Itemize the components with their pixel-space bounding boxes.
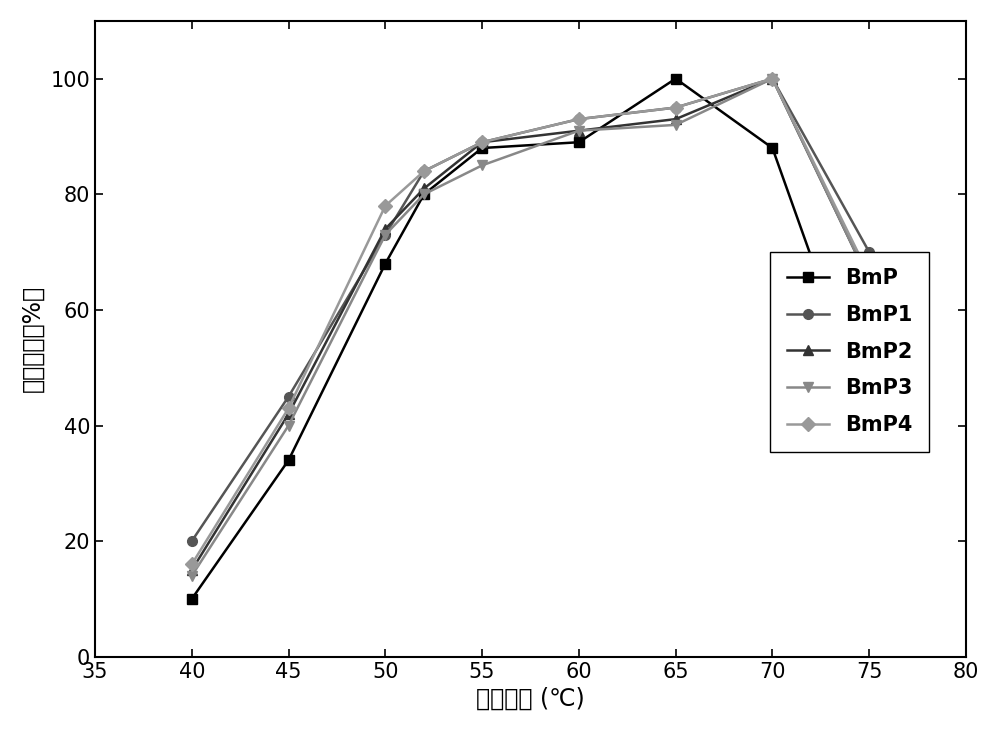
- BmP4: [418, 167, 430, 176]
- BmP4: [476, 138, 488, 146]
- BmP3: [863, 277, 875, 285]
- BmP: [418, 190, 430, 198]
- BmP1: [283, 392, 295, 401]
- Legend: BmP, BmP1, BmP2, BmP3, BmP4: BmP, BmP1, BmP2, BmP3, BmP4: [770, 252, 929, 452]
- Line: BmP4: BmP4: [187, 74, 874, 569]
- Line: BmP1: BmP1: [187, 74, 874, 546]
- BmP2: [379, 225, 391, 234]
- BmP: [476, 143, 488, 152]
- Y-axis label: 相对酶活（%）: 相对酶活（%）: [21, 285, 45, 392]
- BmP: [186, 594, 198, 603]
- BmP3: [670, 121, 682, 130]
- BmP1: [418, 167, 430, 176]
- BmP4: [670, 103, 682, 112]
- X-axis label: 反应温度 (℃): 反应温度 (℃): [476, 687, 585, 712]
- BmP: [379, 259, 391, 268]
- BmP3: [283, 421, 295, 430]
- BmP1: [670, 103, 682, 112]
- Line: BmP3: BmP3: [187, 74, 874, 580]
- BmP2: [418, 184, 430, 193]
- BmP1: [573, 115, 585, 124]
- BmP4: [766, 74, 778, 83]
- BmP2: [186, 566, 198, 575]
- BmP3: [476, 161, 488, 170]
- BmP4: [863, 271, 875, 280]
- BmP3: [418, 190, 430, 198]
- BmP2: [283, 409, 295, 418]
- BmP: [670, 74, 682, 83]
- BmP4: [379, 201, 391, 210]
- BmP1: [476, 138, 488, 146]
- BmP2: [670, 115, 682, 124]
- BmP1: [186, 537, 198, 545]
- BmP: [283, 456, 295, 465]
- BmP3: [766, 74, 778, 83]
- BmP4: [283, 404, 295, 413]
- BmP3: [573, 127, 585, 135]
- BmP4: [186, 560, 198, 569]
- BmP1: [766, 74, 778, 83]
- BmP2: [863, 277, 875, 285]
- Line: BmP2: BmP2: [187, 74, 874, 575]
- BmP1: [863, 247, 875, 256]
- BmP1: [379, 231, 391, 239]
- BmP3: [186, 572, 198, 580]
- BmP: [863, 415, 875, 424]
- BmP: [573, 138, 585, 146]
- BmP2: [766, 74, 778, 83]
- BmP3: [379, 231, 391, 239]
- BmP2: [476, 138, 488, 146]
- Line: BmP: BmP: [187, 74, 874, 604]
- BmP: [766, 143, 778, 152]
- BmP4: [573, 115, 585, 124]
- BmP2: [573, 127, 585, 135]
